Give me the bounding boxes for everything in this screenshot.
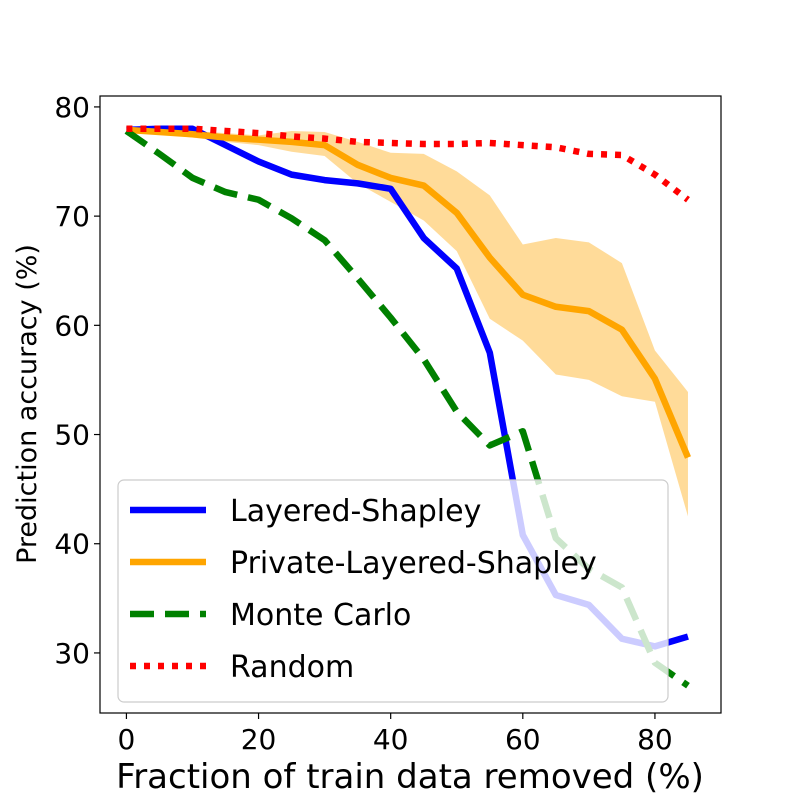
x-tick-label: 60 (505, 723, 541, 756)
tick-layer: 0 20 40 60 80 30 40 50 60 70 80 (54, 91, 672, 756)
x-tick-label: 0 (118, 723, 136, 756)
x-tick-label: 80 (637, 723, 673, 756)
legend-label-private-layered-shapley: Private-Layered-Shapley (230, 546, 597, 581)
private-layered-shapley-line (126, 126, 691, 459)
legend-label-monte-carlo: Monte Carlo (230, 598, 411, 633)
legend-box (117, 479, 669, 703)
y-axis-label: Prediction accuracy (%) (12, 244, 43, 564)
monte-carlo-line (124, 128, 690, 689)
x-tick-label: 20 (241, 723, 277, 756)
legend-label-layered-shapley: Layered-Shapley (230, 494, 481, 529)
y-tick-label: 60 (54, 309, 90, 342)
y-tick-label: 70 (54, 200, 90, 233)
x-axis-label: Fraction of train data removed (%) (116, 757, 704, 797)
legend: Layered-Shapley Private-Layered-Shapley Mo… (117, 479, 669, 703)
random-line (126, 125, 690, 203)
confidence-band-layer (126, 128, 688, 517)
y-tick-label: 50 (54, 419, 90, 452)
y-tick-label: 30 (54, 637, 90, 670)
y-tick-label: 80 (54, 91, 90, 124)
y-tick-label: 40 (54, 528, 90, 561)
x-tick-label: 40 (373, 723, 409, 756)
private-layered-shapley-band (126, 128, 688, 517)
plot-frame (99, 95, 722, 714)
legend-label-random: Random (230, 650, 354, 685)
